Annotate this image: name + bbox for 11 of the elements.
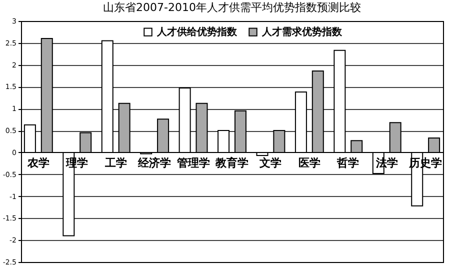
legend-label: 人才供给优势指数 <box>156 26 238 38</box>
x-tick-label: 管理学 <box>176 156 210 170</box>
legend-label: 人才需求优势指数 <box>261 26 343 38</box>
x-tick-label: 经济学 <box>137 156 172 170</box>
x-tick-label: 医学 <box>298 156 320 170</box>
x-tick-label: 文学 <box>258 156 282 170</box>
x-tick-label: 农学 <box>26 156 50 170</box>
x-tick-label: 工学 <box>104 156 127 170</box>
chart-title: 山东省2007-2010年人才供需平均优势指数预测比较 <box>103 1 361 14</box>
x-tick-label: 哲学 <box>336 156 360 170</box>
x-tick-label: 教育学 <box>214 156 248 170</box>
